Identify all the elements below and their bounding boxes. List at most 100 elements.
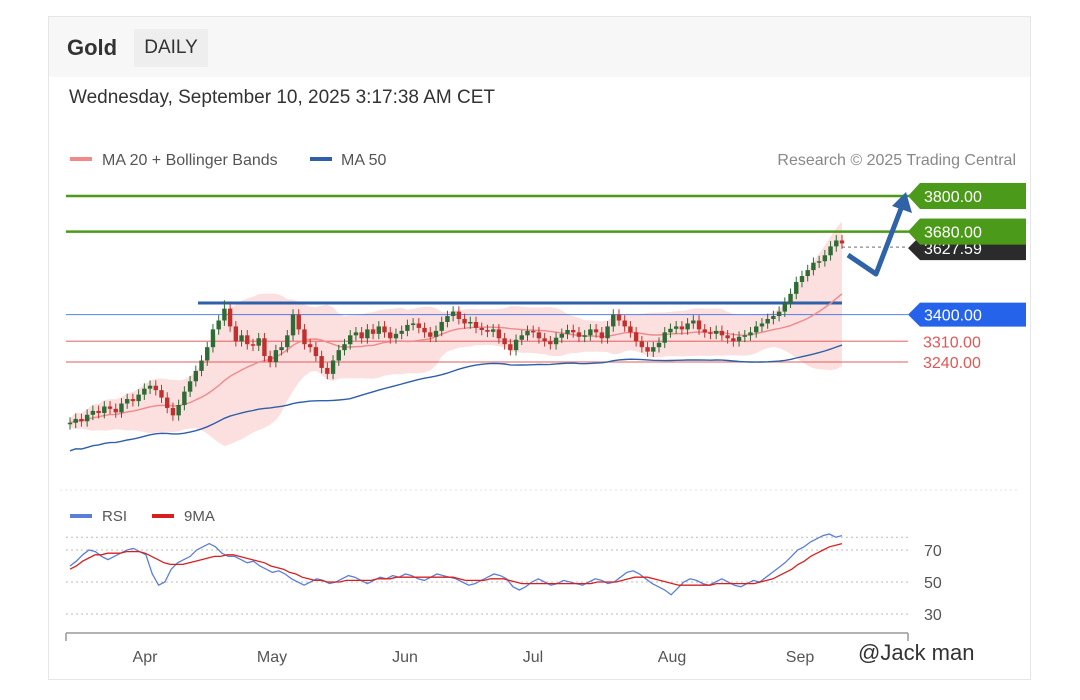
legend-label-ma50: MA 50 [341,152,386,169]
candle-body [279,347,284,351]
candle-body [365,329,370,339]
candle-body [656,342,662,348]
candle-body [159,390,164,398]
candle-body [759,323,765,327]
candle-body [639,341,645,348]
forecast-arrowhead [892,192,912,213]
rsi-tick-50: 50 [924,575,942,592]
candle-body [559,333,564,338]
candles-group [67,235,845,430]
level-tag-text-0: 3800.00 [924,189,982,206]
x-tick-jun: Jun [392,649,418,666]
candle-body [788,293,793,303]
candle-body [553,337,559,345]
candle-body [588,329,593,336]
candle-body [302,329,307,345]
candle-body [370,329,376,334]
candle-body [668,328,673,333]
candle-body [193,370,199,382]
candle-body [445,316,450,322]
copyright-text: Research © 2025 Trading Central [777,152,1016,169]
candle-body [130,399,136,402]
watermark: @Jack man [858,640,975,665]
candle-body [222,308,227,321]
chart-header: Gold DAILY [49,17,1030,77]
level-tag-text-blue: 3400.00 [924,308,982,325]
candle-body [725,335,730,339]
candle-body [822,255,828,262]
candle-body [605,326,610,339]
candle-body [84,414,90,422]
legend-label-9ma: 9MA [184,508,215,525]
candle-body [645,347,650,352]
candle-body [662,332,667,343]
legend-swatch-9ma [152,514,174,518]
x-tick-jul: Jul [523,649,543,666]
legend-swatch-ma50 [310,157,332,161]
candle-body [565,329,570,334]
candle-body [348,335,353,345]
candle-body [462,319,467,324]
candle-body [205,347,210,361]
level-tag-green-top [908,218,1026,245]
candle-body [479,327,484,330]
candle-body [519,335,524,340]
candle-body [799,276,805,282]
nine-ma-line [69,542,843,586]
candle-body [142,388,147,395]
candle-body [113,408,118,413]
candle-body [256,338,261,346]
candle-body [227,308,233,327]
forecast-arrow [846,205,905,277]
candle-body [336,350,341,361]
candle-body [96,410,101,413]
candle-body [468,321,473,324]
ma20-line [69,293,843,424]
candle-body [542,338,547,342]
x-tick-may: May [257,649,287,666]
candle-body [73,418,78,423]
candle-body [428,332,433,337]
candle-body [531,330,536,333]
candle-body [679,326,685,330]
candle-body [622,320,627,327]
candle-body [290,314,296,336]
candle-body [696,320,702,330]
timestamp: Wednesday, September 10, 2025 3:17:38 AM… [69,87,495,108]
x-tick-sep: Sep [786,649,815,666]
level-tag-green-0 [908,183,1026,209]
candle-body [245,335,250,345]
candle-body [119,403,124,413]
rsi-tick-70: 70 [924,543,942,560]
candle-body [805,270,810,277]
candle-body [651,347,656,352]
candle-body [754,326,759,333]
tab-daily[interactable]: DAILY [134,29,208,67]
candle-body [456,311,462,320]
candle-body [233,326,239,342]
candle-body [748,332,753,336]
candle-body [502,338,507,345]
candle-body [250,344,256,346]
candle-body [582,335,587,337]
candle-body [571,329,576,333]
candle-body [410,323,416,325]
candle-body [839,240,845,244]
candle-body [285,335,290,348]
candle-body [376,326,381,334]
level-label-red-4: 3310.00 [923,334,981,351]
candle-body [273,350,279,362]
candle-body [490,329,496,332]
candle-body [405,324,410,331]
candle-body [176,404,181,416]
candle-body [742,335,747,337]
candle-body [713,330,719,334]
x-tick-aug: Aug [658,649,686,666]
candle-body [473,321,479,328]
candle-body [593,329,599,333]
candle-body [771,316,776,320]
level-label-red-5: 3240.00 [923,355,981,372]
x-tick-apr: Apr [133,649,159,666]
level-tag-text-top: 3680.00 [924,225,982,242]
